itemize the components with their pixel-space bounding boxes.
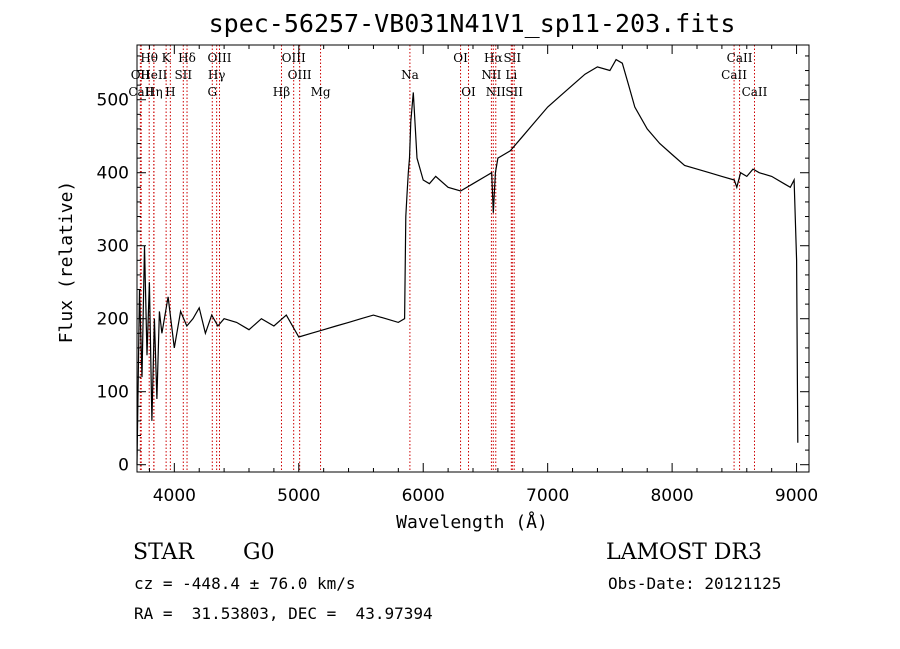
x-tick-label-3: 7000 <box>526 486 569 506</box>
y-axis-label: Flux (relative) <box>56 181 77 344</box>
y-tick-label-2: 200 <box>97 310 129 330</box>
x-tick-label-5: 9000 <box>775 486 818 506</box>
line-label-6: SII <box>174 68 192 82</box>
x-axis-label: Wavelength (Å) <box>396 511 548 533</box>
line-label-18: OI <box>461 85 476 99</box>
line-label-20: SII <box>503 51 521 65</box>
y-tick-label-4: 400 <box>97 164 129 184</box>
line-label-4: HeII <box>140 68 167 82</box>
line-label-1: OII <box>131 68 151 82</box>
line-label-21: NII <box>481 68 501 82</box>
survey-name: LAMOST DR3 <box>606 540 762 565</box>
x-tick-label-4: 8000 <box>650 486 693 506</box>
y-tick-label-3: 300 <box>97 237 129 257</box>
line-label-10: Hγ <box>208 68 226 82</box>
line-label-16: Na <box>401 68 419 82</box>
line-label-26: CaII <box>721 68 747 82</box>
y-axis-ticks: 0 100 200 300 400 500 <box>97 55 809 476</box>
line-label-5: K <box>162 51 172 65</box>
x-tick-label-2: 6000 <box>402 486 445 506</box>
object-class: STAR <box>133 540 194 565</box>
line-label-11: G <box>207 85 217 99</box>
chart-title: spec-56257-VB031N41V1_sp11-203.fits <box>209 9 736 38</box>
line-label-13: OIII <box>288 68 312 82</box>
x-axis-ticks: 4000 5000 6000 7000 8000 9000 <box>148 45 818 506</box>
coordinates: RA = 31.53803, DEC = 43.97394 <box>134 604 433 623</box>
line-label-12: OIII <box>282 51 306 65</box>
line-label-23: NII <box>486 85 506 99</box>
x-tick-label-1: 5000 <box>277 486 320 506</box>
x-tick-label-0: 4000 <box>153 486 196 506</box>
flux-series-line <box>136 58 799 465</box>
line-label-2: CaII <box>128 85 154 99</box>
velocity-readout: cz = -448.4 ± 76.0 km/s <box>134 574 356 593</box>
y-tick-label-5: 500 <box>97 91 129 111</box>
y-tick-label-0: 0 <box>118 456 129 476</box>
line-label-25: CaII <box>727 51 753 65</box>
obs-date: Obs-Date: 20121125 <box>608 574 782 593</box>
line-label-8: Hδ <box>178 51 196 65</box>
line-label-9: OIII <box>207 51 231 65</box>
line-label-17: OI <box>453 51 468 65</box>
plot-frame <box>136 44 810 473</box>
y-tick-label-1: 100 <box>97 383 129 403</box>
line-label-7: H <box>165 85 175 99</box>
line-label-27: CaII <box>742 85 768 99</box>
line-label-24: SII <box>505 85 523 99</box>
line-label-14: Hβ <box>273 85 290 99</box>
line-label-0: Hθ <box>140 51 158 65</box>
line-label-19: Hα <box>484 51 503 65</box>
line-label-22: Li <box>505 68 517 82</box>
line-label-15: Mg <box>311 85 331 99</box>
object-subclass: G0 <box>243 540 275 565</box>
